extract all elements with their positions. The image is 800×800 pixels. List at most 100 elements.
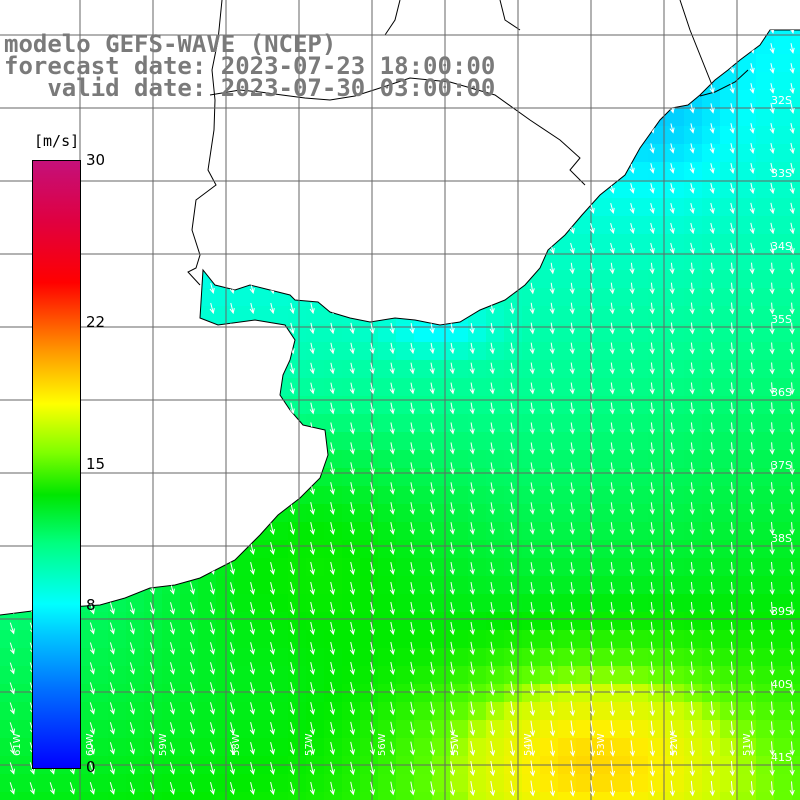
wind-arrow xyxy=(729,143,735,154)
wind-arrow xyxy=(749,262,755,275)
wind-arrow xyxy=(789,342,795,355)
wind-arrow xyxy=(709,442,715,455)
longitude-label: 54W xyxy=(523,733,534,756)
wind-arrow xyxy=(749,601,755,616)
wind-arrow xyxy=(369,641,375,656)
wind-arrow xyxy=(89,742,95,755)
wind-arrow xyxy=(789,382,795,395)
latitude-label: 33S xyxy=(771,167,792,180)
wind-arrow xyxy=(469,522,475,535)
wind-arrow xyxy=(789,542,795,556)
wind-arrow xyxy=(169,662,175,675)
wind-arrow xyxy=(709,422,715,435)
wind-arrow xyxy=(669,362,675,375)
wind-arrow xyxy=(749,222,755,235)
wind-arrow xyxy=(549,601,555,616)
wind-arrow xyxy=(689,242,695,255)
wind-arrow xyxy=(789,701,795,716)
wind-arrow xyxy=(789,781,795,796)
wind-arrow xyxy=(789,402,795,415)
wind-arrow xyxy=(429,482,435,495)
wind-arrow xyxy=(169,722,175,735)
wind-arrow xyxy=(589,522,595,535)
wind-arrow xyxy=(789,362,795,375)
wind-arrow xyxy=(729,721,735,736)
wind-arrow xyxy=(429,602,435,616)
wind-arrow xyxy=(629,262,635,275)
wind-arrow xyxy=(769,581,775,596)
wind-arrow xyxy=(789,462,795,475)
wind-arrow xyxy=(649,302,655,315)
wind-arrow xyxy=(489,342,495,355)
wind-arrow xyxy=(749,63,755,74)
wind-arrow xyxy=(229,642,235,655)
wind-arrow xyxy=(649,601,655,616)
wind-arrow xyxy=(549,442,555,455)
wind-arrow xyxy=(669,601,675,616)
wind-arrow xyxy=(469,323,475,335)
wind-arrow xyxy=(209,742,215,755)
wind-arrow xyxy=(9,782,15,795)
wind-arrow xyxy=(749,701,755,716)
wind-arrow xyxy=(689,262,695,275)
wind-arrow xyxy=(709,83,715,94)
wind-arrow xyxy=(309,601,315,616)
wind-arrow xyxy=(469,442,475,455)
wind-arrow xyxy=(729,342,735,355)
wind-arrow xyxy=(469,701,475,716)
wind-arrow xyxy=(749,242,755,255)
wind-arrow xyxy=(549,322,555,335)
wind-arrow xyxy=(329,621,335,636)
wind-arrow xyxy=(469,602,475,616)
wind-arrow xyxy=(89,622,95,635)
wind-arrow xyxy=(369,522,375,536)
wind-arrow xyxy=(429,422,435,435)
wind-arrow xyxy=(509,402,515,415)
wind-arrow xyxy=(629,402,635,415)
wind-arrow xyxy=(729,362,735,375)
wind-arrow xyxy=(489,542,495,555)
wind-arrow xyxy=(769,661,775,676)
wind-arrow xyxy=(129,602,135,615)
wind-arrow xyxy=(569,720,576,737)
wind-arrow xyxy=(449,342,455,355)
wind-arrow xyxy=(649,661,655,676)
wind-arrow xyxy=(669,780,675,797)
wind-arrow xyxy=(389,721,395,736)
wind-arrow xyxy=(529,582,535,596)
wind-arrow xyxy=(389,542,395,556)
wind-arrow xyxy=(709,123,715,134)
wind-arrow xyxy=(649,282,655,295)
wind-arrow xyxy=(709,382,715,395)
wind-arrow xyxy=(529,740,536,757)
colorbar-units: [m/s] xyxy=(34,132,80,150)
wind-arrow xyxy=(569,780,576,797)
wind-arrow xyxy=(489,681,495,696)
wind-arrow xyxy=(449,502,455,515)
wind-arrow xyxy=(349,701,355,716)
wind-arrow xyxy=(729,302,735,315)
wind-arrow xyxy=(509,760,516,777)
wind-arrow xyxy=(729,103,735,114)
wind-arrow xyxy=(129,782,135,795)
wind-arrow xyxy=(289,761,295,776)
wind-arrow xyxy=(469,482,475,495)
wind-arrow xyxy=(789,162,795,175)
wind-arrow xyxy=(689,562,695,576)
wind-arrow xyxy=(749,142,755,155)
wind-arrow xyxy=(329,402,335,415)
longitude-label: 57W xyxy=(304,733,315,756)
wind-arrow xyxy=(689,462,695,475)
wind-arrow xyxy=(249,721,255,736)
coastline xyxy=(0,29,800,616)
wind-arrow xyxy=(449,402,455,415)
wind-arrow xyxy=(309,382,315,395)
wind-arrow xyxy=(29,782,35,795)
wind-arrow xyxy=(669,502,675,515)
wind-arrow xyxy=(429,681,435,696)
wind-arrow xyxy=(649,163,655,174)
wind-arrow xyxy=(749,402,755,415)
wind-arrow xyxy=(369,402,375,415)
wind-arrow xyxy=(729,262,735,275)
wind-arrow xyxy=(589,542,595,555)
